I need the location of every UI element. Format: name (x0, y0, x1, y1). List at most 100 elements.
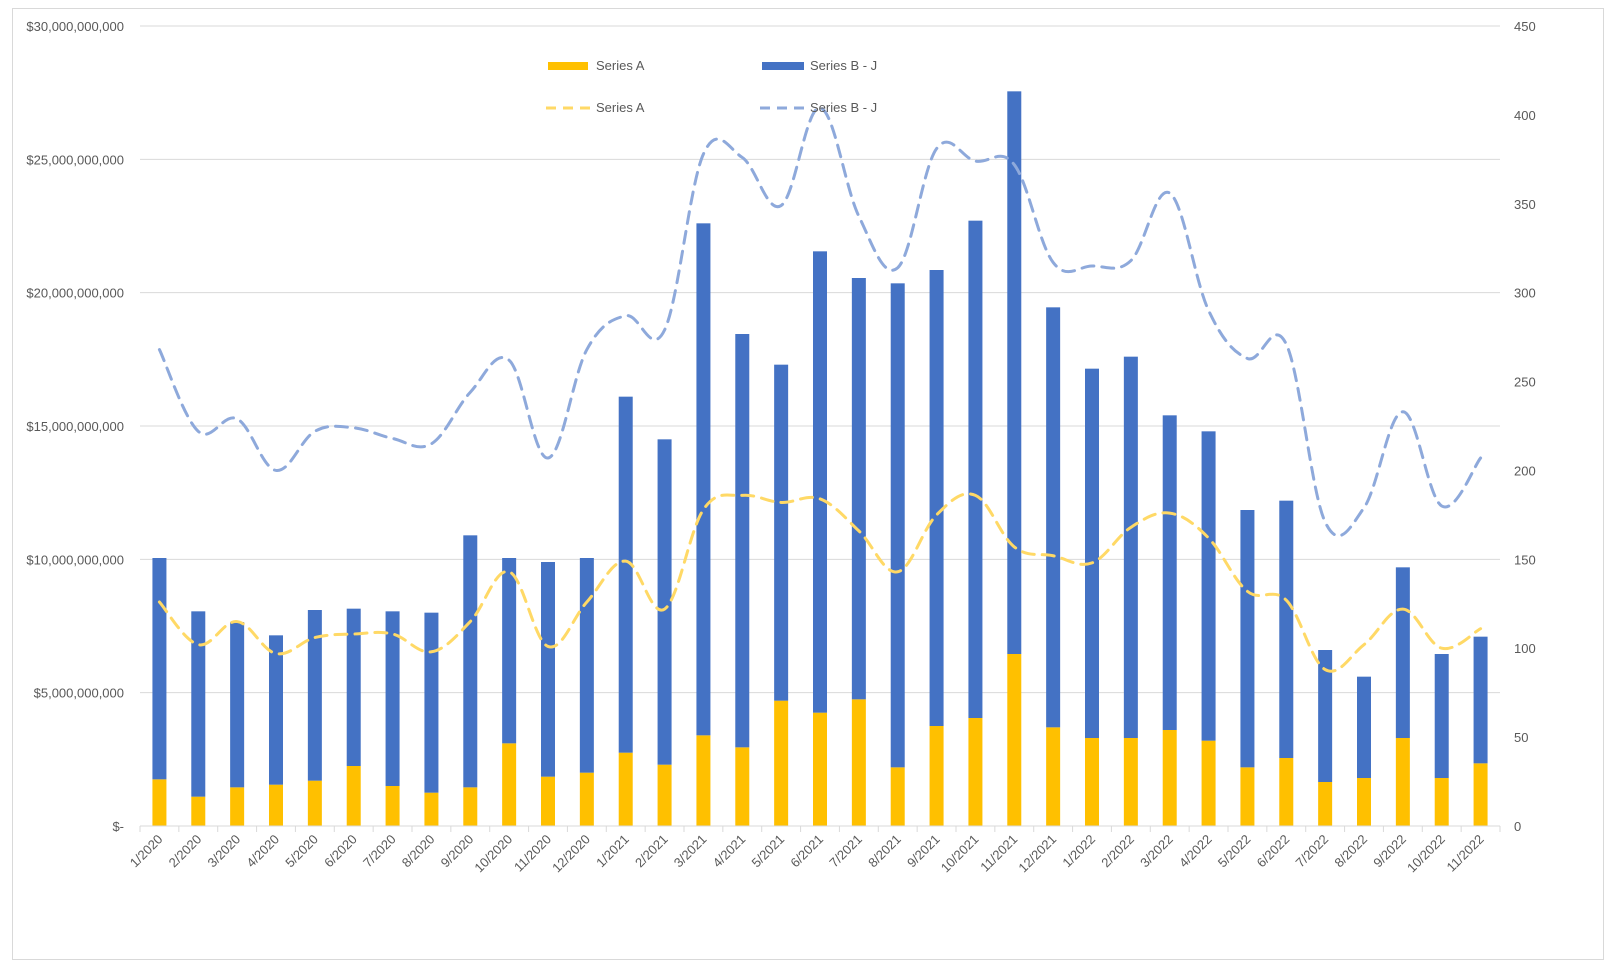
bar-series-a (618, 752, 633, 826)
bar-series-b-j (1085, 368, 1099, 738)
gridlines (140, 25, 1500, 694)
y-axis-right: 0 50 100 150 200 250 300 350 400 450 (1514, 19, 1536, 834)
x-tick-label: 10/2020 (471, 832, 515, 876)
bar-series-a (735, 747, 750, 826)
bar-series-b-j (1046, 307, 1061, 728)
y2-tick-label: 50 (1514, 730, 1528, 745)
bar-series-b-j (385, 611, 400, 786)
y-tick-label: $- (112, 819, 124, 834)
x-tick-label: 6/2020 (321, 832, 360, 871)
x-tick-label: 11/2020 (511, 832, 554, 875)
legend-label-series-bj-line: Series B - J (810, 100, 877, 115)
bar-series-a (890, 767, 905, 826)
bar-series-b-j (968, 220, 983, 718)
bar-series-b-j (1434, 654, 1449, 778)
x-tick-label: 2/2022 (1098, 832, 1137, 871)
x-tick-label: 11/2022 (1444, 832, 1487, 875)
bar-series-a (1201, 740, 1216, 826)
bar-series-b-j (346, 608, 361, 766)
x-tick-label: 10/2021 (938, 832, 982, 876)
x-tick-label: 2/2021 (632, 832, 671, 871)
legend: Series A Series B - J Series A Series B … (546, 58, 877, 115)
x-tick-label: 8/2020 (399, 832, 438, 871)
y-tick-label: $30,000,000,000 (26, 19, 124, 34)
bar-series-a (385, 786, 400, 826)
bar-series-a (1240, 767, 1255, 826)
x-tick-label: 6/2022 (1254, 832, 1293, 871)
bar-series-a (541, 776, 555, 826)
lines (157, 106, 1483, 673)
bar-series-b-j (579, 558, 594, 773)
bars (152, 91, 1488, 826)
bar-series-a (851, 699, 866, 826)
y-tick-label: $10,000,000,000 (26, 552, 124, 567)
y-axis-left: $- $5,000,000,000 $10,000,000,000 $15,000,0… (26, 19, 124, 834)
bar-series-a (579, 772, 594, 826)
x-tick-label: 5/2021 (749, 832, 788, 871)
y2-tick-label: 300 (1514, 286, 1536, 301)
x-tick-label: 1/2021 (593, 832, 632, 871)
bar-series-a (1357, 778, 1371, 826)
x-tick-label: 10/2022 (1404, 832, 1448, 876)
y-tick-label: $15,000,000,000 (26, 419, 124, 434)
y2-tick-label: 250 (1514, 375, 1536, 390)
x-tick-label: 7/2022 (1293, 832, 1332, 871)
bar-series-b-j (307, 610, 322, 781)
bar-series-a (1162, 730, 1177, 826)
bar-series-b-j (541, 562, 555, 777)
x-tick-label: 3/2020 (205, 832, 244, 871)
x-tick-label: 2/2020 (166, 832, 205, 871)
bar-series-a (813, 712, 827, 826)
bar-series-b-j (1007, 91, 1022, 655)
bar-series-b-j (1123, 356, 1138, 738)
bar-series-a (307, 780, 322, 826)
bar-series-b-j (1279, 500, 1294, 758)
x-tick-label: 7/2020 (360, 832, 399, 871)
bar-series-a (657, 764, 672, 826)
x-tick-label: 3/2022 (1137, 832, 1176, 871)
line-series-b-j (157, 106, 1483, 538)
bar-series-b-j (502, 558, 517, 744)
bar-series-b-j (696, 223, 711, 736)
y-tick-label: $5,000,000,000 (34, 686, 124, 701)
bar-series-a (346, 766, 361, 826)
bar-series-a (774, 700, 789, 826)
bar-series-b-j (1395, 567, 1410, 738)
bar-series-a (1473, 763, 1488, 826)
y2-tick-label: 0 (1514, 819, 1521, 834)
bar-series-b-j (230, 622, 245, 788)
bar-series-a (269, 784, 283, 826)
legend-label-series-a-bar: Series A (596, 58, 645, 73)
bar-series-a (1434, 778, 1449, 826)
bar-series-b-j (890, 283, 905, 768)
x-tick-label: 5/2020 (282, 832, 321, 871)
y-tick-label: $25,000,000,000 (26, 152, 124, 167)
bar-series-b-j (424, 612, 439, 793)
bar-series-b-j (1201, 431, 1216, 741)
bar-series-b-j (1240, 510, 1255, 768)
bar-series-a (929, 726, 944, 826)
bar-series-b-j (774, 364, 789, 701)
y2-tick-label: 400 (1514, 108, 1536, 123)
legend-label-series-a-line: Series A (596, 100, 645, 115)
bar-series-a (696, 735, 711, 826)
x-tick-labels: 1/2020 2/2020 3/2020 4/2020 5/2020 6/2020 7/20… (127, 832, 1487, 876)
bar-series-a (1395, 738, 1410, 826)
bar-series-b-j (1318, 650, 1333, 782)
x-tick-label: 1/2020 (127, 832, 166, 871)
bar-series-b-j (657, 439, 672, 765)
x-tick-label: 8/2022 (1331, 832, 1370, 871)
y2-tick-label: 150 (1514, 552, 1536, 567)
x-tick-label: 1/2022 (1059, 832, 1098, 871)
bar-series-a (463, 787, 478, 826)
bar-series-a (152, 779, 167, 826)
bar-series-b-j (191, 611, 206, 797)
bar-series-a (424, 792, 439, 826)
bar-series-a (1318, 782, 1333, 826)
bar-series-a (1007, 654, 1022, 826)
line-series-a (157, 492, 1483, 673)
x-tick-label: 3/2021 (671, 832, 710, 871)
bar-series-b-j (929, 270, 944, 726)
bar-series-b-j (269, 635, 283, 785)
